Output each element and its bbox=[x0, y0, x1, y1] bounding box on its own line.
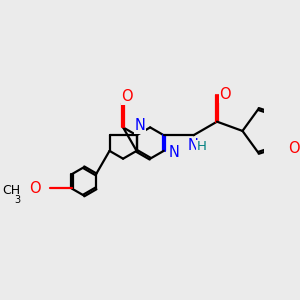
Text: N: N bbox=[168, 145, 179, 160]
Text: H: H bbox=[197, 140, 207, 153]
Text: N: N bbox=[188, 138, 199, 153]
Text: O: O bbox=[219, 87, 231, 102]
Text: O: O bbox=[122, 89, 133, 104]
Text: O: O bbox=[29, 181, 41, 196]
Text: N: N bbox=[135, 118, 146, 133]
Text: CH: CH bbox=[2, 184, 20, 196]
Text: 3: 3 bbox=[14, 195, 20, 205]
Text: O: O bbox=[288, 141, 300, 156]
